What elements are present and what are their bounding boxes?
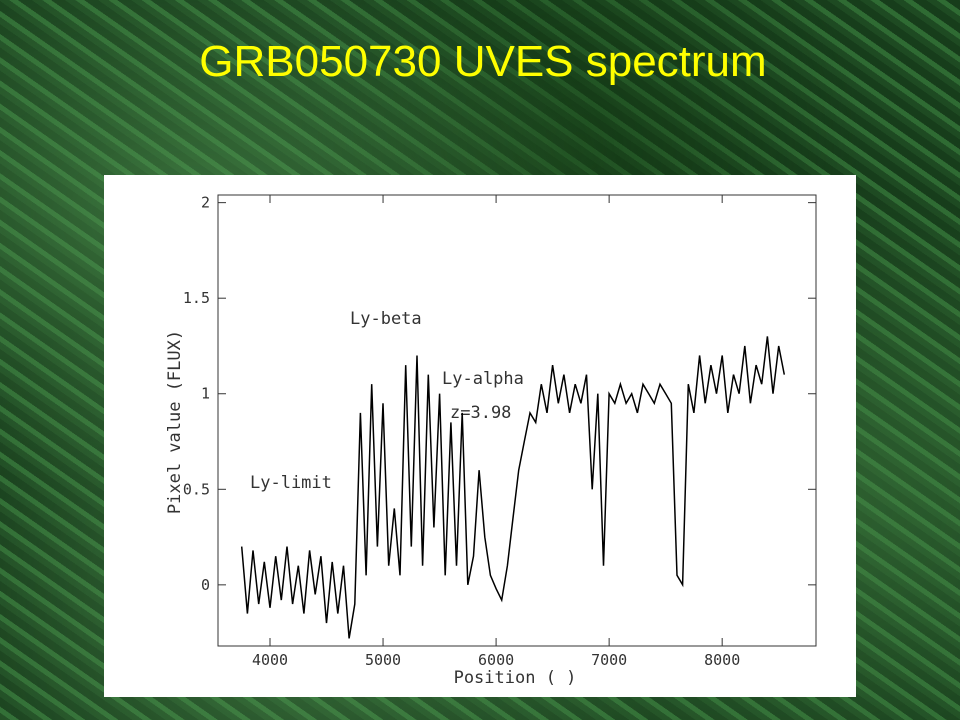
y-axis-label: Pixel value (FLUX) bbox=[165, 330, 185, 514]
slide-title: GRB050730 UVES spectrum bbox=[199, 37, 766, 86]
annotation: Ly-limit bbox=[250, 473, 332, 493]
annotation: Ly-alpha bbox=[442, 369, 524, 389]
y-tick-label: 2 bbox=[201, 194, 210, 212]
annotation: Ly-beta bbox=[350, 309, 422, 329]
y-tick-label: 0.5 bbox=[183, 480, 210, 498]
x-tick-label: 8000 bbox=[704, 651, 740, 669]
x-tick-label: 7000 bbox=[591, 651, 627, 669]
annotation: z=3.98 bbox=[450, 403, 511, 423]
x-tick-label: 5000 bbox=[365, 651, 401, 669]
chart-panel bbox=[104, 175, 856, 697]
y-tick-label: 1.5 bbox=[183, 289, 210, 307]
plot-frame bbox=[217, 194, 817, 647]
x-tick-label: 6000 bbox=[478, 651, 514, 669]
x-axis-label: Position ( ) bbox=[454, 668, 577, 688]
y-tick-label: 1 bbox=[201, 385, 210, 403]
spectrum-line bbox=[240, 336, 786, 639]
y-tick-label: 0 bbox=[201, 576, 210, 594]
x-tick-label: 4000 bbox=[252, 651, 288, 669]
